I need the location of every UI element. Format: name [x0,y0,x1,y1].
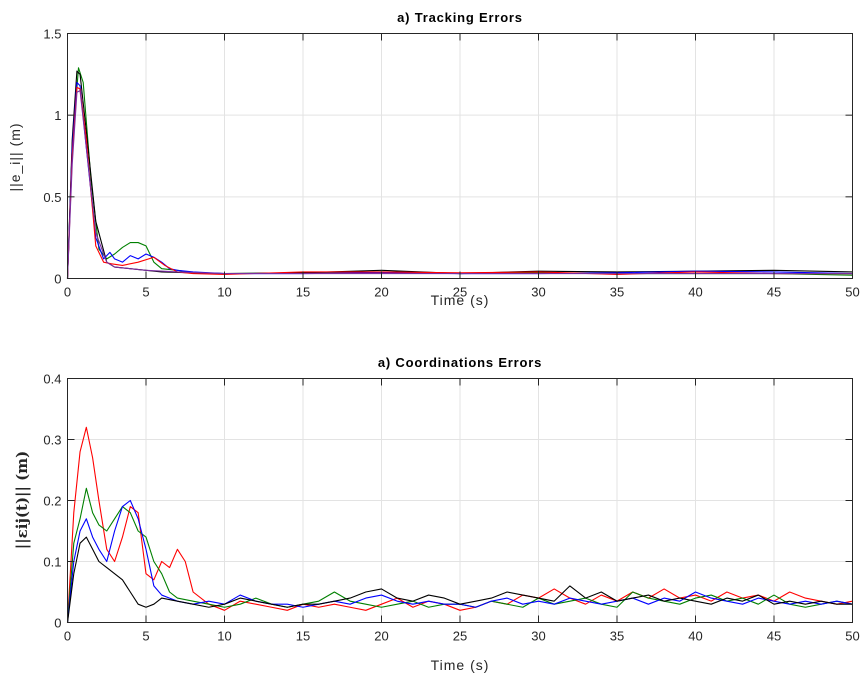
chart-title: a) Tracking Errors [397,10,523,25]
x-tick-label: 0 [64,629,71,644]
series-line-3 [66,499,853,623]
x-tick-label: 30 [531,285,545,300]
tick-group: 0 5 10 15 20 25 30 35 40 45 50 0 0.5 1 1.5 [43,27,859,300]
x-tick-label: 20 [374,285,388,300]
y-tick-label: 0 [54,616,61,631]
x-tick-label: 20 [374,629,388,644]
y-tick-label: 0.3 [43,433,61,448]
y-axis-label: ||εij(t)|| (m) [13,451,31,549]
subplot-coordination-errors: 0 5 10 15 20 25 30 35 40 45 50 0 0.1 0.2 0.3 0.4 a) Coo… [13,355,860,673]
y-tick-label: 0.5 [43,190,61,205]
x-tick-label: 10 [217,629,231,644]
series-line-2 [66,487,853,623]
x-tick-label: 0 [64,285,71,300]
x-tick-label: 40 [688,285,702,300]
x-tick-label: 40 [688,629,702,644]
x-tick-label: 25 [453,629,467,644]
x-axis-label: Time (s) [431,292,490,308]
y-tick-label: 0.4 [43,372,61,387]
x-axis-label: Time (s) [431,657,490,673]
x-tick-label: 35 [610,629,624,644]
x-tick-label: 5 [142,629,149,644]
series-line-1 [66,426,853,623]
x-tick-label: 25 [453,285,467,300]
series-line-5 [66,90,853,279]
x-tick-label: 50 [845,285,859,300]
x-tick-label: 45 [767,285,781,300]
series-group [66,426,853,623]
x-tick-label: 10 [217,285,231,300]
chart-title: a) Coordinations Errors [378,355,542,370]
y-axis-label: ||e_i|| (m) [7,122,23,191]
y-tick-label: 0.1 [43,555,61,570]
x-tick-label: 5 [142,285,149,300]
x-tick-label: 30 [531,629,545,644]
x-tick-label: 35 [610,285,624,300]
series-line-4 [66,86,853,279]
x-tick-label: 15 [296,629,310,644]
y-tick-label: 0 [54,272,61,287]
series-line-4 [66,536,853,623]
tick-group: 0 5 10 15 20 25 30 35 40 45 50 0 0.1 0.2 0.3 0.4 [43,372,859,644]
y-tick-label: 1 [54,108,61,123]
y-tick-label: 1.5 [43,27,61,42]
y-tick-label: 0.2 [43,494,61,509]
series-line-2 [66,70,853,279]
subplot-tracking-errors: 0 5 10 15 20 25 30 35 40 45 50 0 0.5 1 1.5 a) Tracking… [7,10,860,308]
x-tick-label: 15 [296,285,310,300]
x-tick-label: 50 [845,629,859,644]
x-tick-label: 45 [767,629,781,644]
